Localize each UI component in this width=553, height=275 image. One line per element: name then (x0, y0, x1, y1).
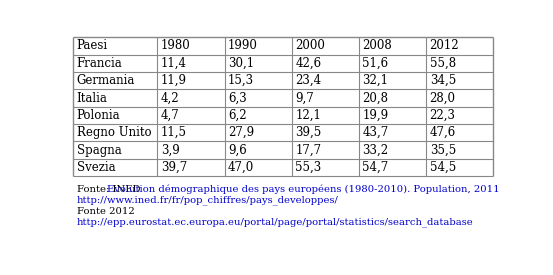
Text: 1980: 1980 (161, 39, 191, 53)
Text: Fonte: INED: Fonte: INED (77, 185, 143, 194)
Text: 2012: 2012 (430, 39, 460, 53)
Text: 39,7: 39,7 (161, 161, 187, 174)
Text: 33,2: 33,2 (362, 144, 389, 156)
Text: 19,9: 19,9 (362, 109, 389, 122)
Text: 6,3: 6,3 (228, 92, 247, 104)
Text: 54,7: 54,7 (362, 161, 389, 174)
Text: 11,4: 11,4 (161, 57, 187, 70)
Text: Polonia: Polonia (77, 109, 121, 122)
Text: 55,3: 55,3 (295, 161, 321, 174)
Text: 51,6: 51,6 (362, 57, 389, 70)
Text: Francia: Francia (77, 57, 123, 70)
Text: Fonte 2012: Fonte 2012 (77, 207, 134, 216)
Text: 27,9: 27,9 (228, 126, 254, 139)
Text: 32,1: 32,1 (362, 74, 388, 87)
Text: 43,7: 43,7 (362, 126, 389, 139)
Text: 20,8: 20,8 (362, 92, 388, 104)
Text: 17,7: 17,7 (295, 144, 321, 156)
Text: 34,5: 34,5 (430, 74, 456, 87)
Text: http://epp.eurostat.ec.europa.eu/portal/page/portal/statistics/search_database: http://epp.eurostat.ec.europa.eu/portal/… (77, 218, 473, 227)
Text: 35,5: 35,5 (430, 144, 456, 156)
Text: 2008: 2008 (362, 39, 392, 53)
Text: 15,3: 15,3 (228, 74, 254, 87)
Text: 4,7: 4,7 (161, 109, 180, 122)
Text: 1990: 1990 (228, 39, 258, 53)
Text: 30,1: 30,1 (228, 57, 254, 70)
Text: 3,9: 3,9 (161, 144, 180, 156)
Text: 28,0: 28,0 (430, 92, 456, 104)
Text: Paesi: Paesi (77, 39, 108, 53)
Text: 12,1: 12,1 (295, 109, 321, 122)
Text: 11,9: 11,9 (161, 74, 187, 87)
Text: 9,7: 9,7 (295, 92, 314, 104)
Text: 11,5: 11,5 (161, 126, 187, 139)
Text: Germania: Germania (77, 74, 135, 87)
Text: 9,6: 9,6 (228, 144, 247, 156)
Text: 6,2: 6,2 (228, 109, 247, 122)
Text: http://www.ined.fr/fr/pop_chiffres/pays_developpes/: http://www.ined.fr/fr/pop_chiffres/pays_… (77, 196, 339, 205)
Text: Regno Unito: Regno Unito (77, 126, 152, 139)
Text: 23,4: 23,4 (295, 74, 321, 87)
Text: Evolution démographique des pays européens (1980-2010). Population, 2011: Evolution démographique des pays europée… (107, 185, 499, 194)
Text: 55,8: 55,8 (430, 57, 456, 70)
Text: Italia: Italia (77, 92, 108, 104)
Text: 54,5: 54,5 (430, 161, 456, 174)
Text: 22,3: 22,3 (430, 109, 456, 122)
Text: 39,5: 39,5 (295, 126, 321, 139)
Text: 2000: 2000 (295, 39, 325, 53)
Text: 47,0: 47,0 (228, 161, 254, 174)
Text: 47,6: 47,6 (430, 126, 456, 139)
Text: 4,2: 4,2 (161, 92, 180, 104)
Text: Spagna: Spagna (77, 144, 122, 156)
Text: Svezia: Svezia (77, 161, 116, 174)
Text: 42,6: 42,6 (295, 57, 321, 70)
